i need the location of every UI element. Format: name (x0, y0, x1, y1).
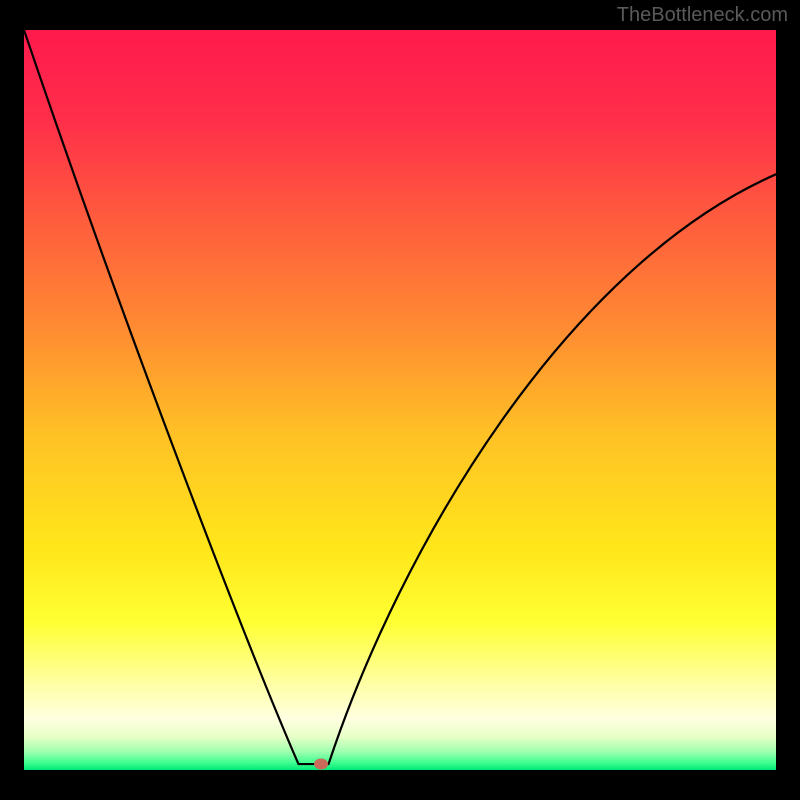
minimum-marker (314, 759, 328, 770)
chart-plot-area (24, 30, 776, 770)
watermark-text: TheBottleneck.com (617, 4, 788, 27)
bottleneck-curve (24, 30, 776, 770)
